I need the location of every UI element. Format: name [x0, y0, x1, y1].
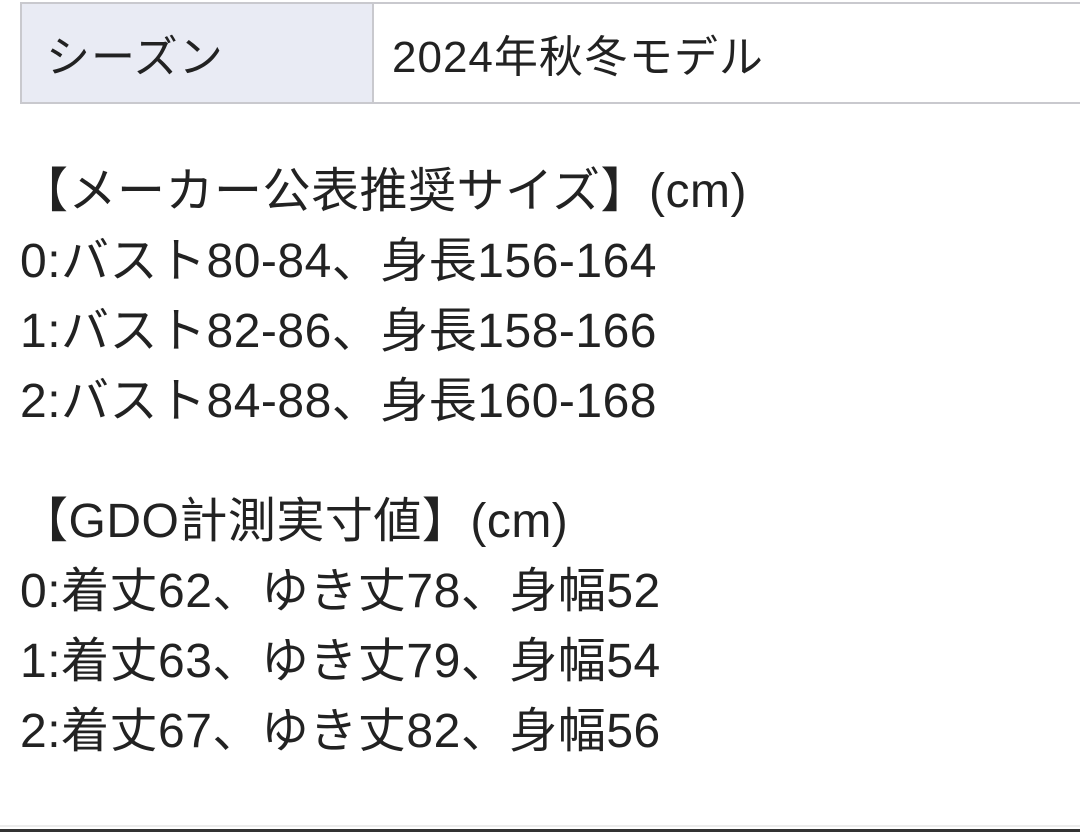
- maker-size-line-0: 0:バスト80-84、身長156-164: [20, 235, 657, 288]
- season-label: シーズン: [22, 4, 374, 102]
- bottom-edge-bar: [0, 829, 1080, 832]
- bottom-divider-line: [0, 825, 1080, 827]
- season-spec-row: シーズン 2024年秋冬モデル: [20, 2, 1080, 104]
- maker-sizes-heading: 【メーカー公表推奨サイズ】(cm): [20, 165, 748, 218]
- gdo-size-line-0: 0:着丈62、ゆき丈78、身幅52: [20, 565, 661, 618]
- gdo-sizes-heading: 【GDO計測実寸値】(cm): [20, 495, 569, 548]
- maker-recommended-sizes: 【メーカー公表推奨サイズ】(cm) 0:バスト80-84、身長156-164 1…: [20, 157, 1080, 437]
- maker-size-line-1: 1:バスト82-86、身長158-166: [20, 305, 657, 358]
- season-value: 2024年秋冬モデル: [374, 4, 1080, 102]
- gdo-size-line-2: 2:着丈67、ゆき丈82、身幅56: [20, 705, 661, 758]
- gdo-measured-sizes: 【GDO計測実寸値】(cm) 0:着丈62、ゆき丈78、身幅52 1:着丈63、…: [20, 487, 1080, 767]
- maker-size-line-2: 2:バスト84-88、身長160-168: [20, 375, 657, 428]
- gdo-size-line-1: 1:着丈63、ゆき丈79、身幅54: [20, 635, 661, 688]
